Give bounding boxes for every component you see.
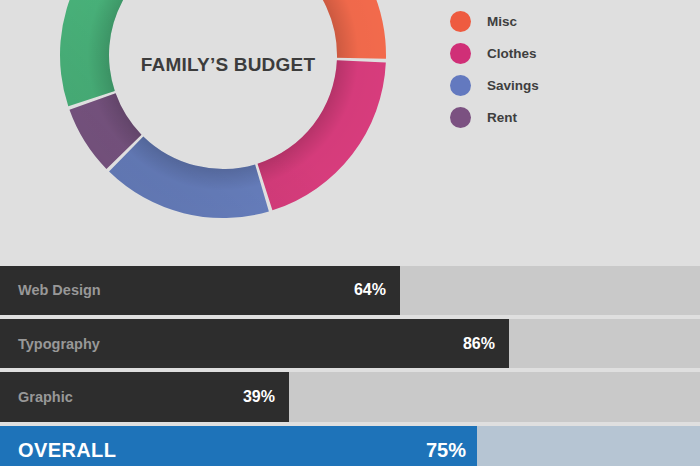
bar-value: 39% — [243, 388, 275, 406]
infographic-page: FAMILY’S BUDGET Misc Clothes Savings Rent W… — [0, 0, 700, 466]
donut-segment-misc — [183, 0, 386, 59]
bar-label: Typography — [18, 336, 100, 352]
bar-fill: OVERALL 75% — [0, 426, 477, 466]
legend-item: Misc — [450, 5, 539, 37]
legend-dot-icon — [450, 75, 471, 96]
donut-legend: Misc Clothes Savings Rent — [450, 5, 539, 133]
bar-value: 75% — [426, 439, 466, 462]
bar-row-web-design: Web Design 64% — [0, 266, 700, 315]
bar-fill: Web Design 64% — [0, 266, 400, 315]
donut-title: FAMILY’S BUDGET — [141, 54, 315, 76]
legend-item: Rent — [450, 101, 539, 133]
donut-segment-clothes — [258, 60, 386, 210]
legend-label: Rent — [487, 110, 517, 125]
legend-dot-icon — [450, 11, 471, 32]
bar-fill: Typography 86% — [0, 319, 509, 368]
bar-row-typography: Typography 86% — [0, 319, 700, 368]
bar-row-graphic: Graphic 39% — [0, 372, 700, 421]
bar-row-overall: OVERALL 75% — [0, 426, 700, 466]
legend-label: Misc — [487, 14, 517, 29]
legend-label: Clothes — [487, 46, 537, 61]
donut-chart — [0, 0, 700, 250]
bar-fill: Graphic 39% — [0, 372, 289, 421]
bar-label: Graphic — [18, 389, 73, 405]
legend-label: Savings — [487, 78, 539, 93]
legend-item: Clothes — [450, 37, 539, 69]
legend-dot-icon — [450, 43, 471, 64]
bar-value: 86% — [463, 335, 495, 353]
legend-dot-icon — [450, 107, 471, 128]
bar-label: OVERALL — [18, 439, 116, 462]
bar-value: 64% — [354, 281, 386, 299]
donut-segment-savings — [109, 137, 269, 218]
legend-item: Savings — [450, 69, 539, 101]
bar-label: Web Design — [18, 282, 101, 298]
